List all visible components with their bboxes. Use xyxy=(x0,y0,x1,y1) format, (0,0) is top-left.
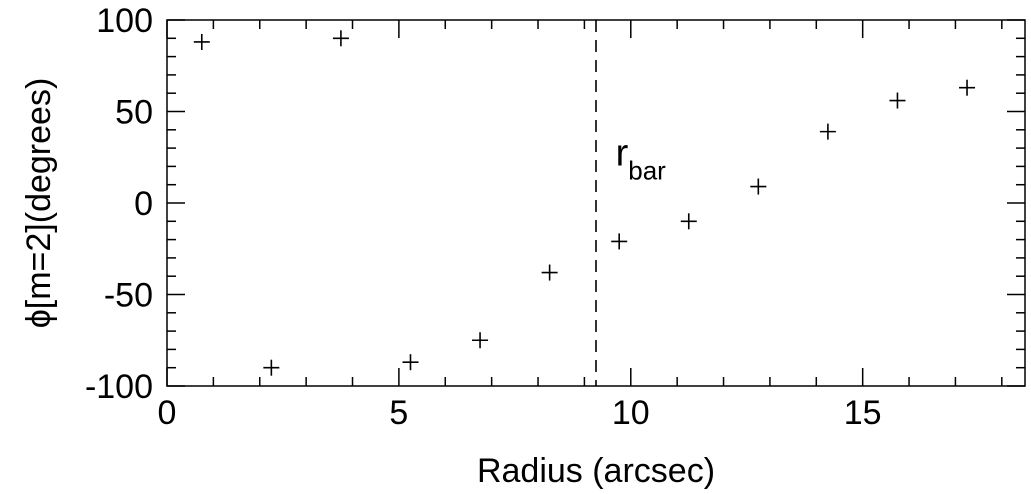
data-point xyxy=(611,233,628,250)
x-axis-ticks xyxy=(166,20,1003,386)
data-point xyxy=(472,332,489,349)
data-point xyxy=(680,213,697,230)
x-tick-label: 0 xyxy=(158,394,177,432)
data-point xyxy=(819,123,836,140)
y-tick-label: 0 xyxy=(134,185,153,223)
x-tick-label: 10 xyxy=(612,394,650,432)
x-tick-label: 15 xyxy=(844,394,882,432)
y-tick-label: -100 xyxy=(85,368,153,406)
data-point xyxy=(193,33,210,50)
y-axis-label: ϕ[m=2](degrees) xyxy=(20,78,58,329)
data-point xyxy=(263,359,280,376)
data-points xyxy=(193,30,976,376)
y-tick-label: -50 xyxy=(104,277,153,315)
data-point xyxy=(402,354,419,371)
r-bar-annotation: rbar xyxy=(616,133,667,186)
data-point xyxy=(959,79,976,96)
y-tick-label: 50 xyxy=(115,94,153,132)
r-bar-main-text: r xyxy=(616,133,629,175)
data-point xyxy=(541,264,558,281)
data-point xyxy=(750,178,767,195)
y-axis-ticks xyxy=(167,19,1025,387)
x-axis-label: Radius (arcsec) xyxy=(477,452,715,490)
r-bar-subscript: bar xyxy=(628,156,666,186)
data-point xyxy=(889,92,906,109)
x-axis-tick-labels: 0 5 10 15 xyxy=(158,394,882,432)
y-axis-tick-labels: -100 -50 0 50 100 xyxy=(85,2,153,406)
x-tick-label: 5 xyxy=(389,394,408,432)
data-point xyxy=(332,30,349,47)
y-tick-label: 100 xyxy=(96,2,153,40)
